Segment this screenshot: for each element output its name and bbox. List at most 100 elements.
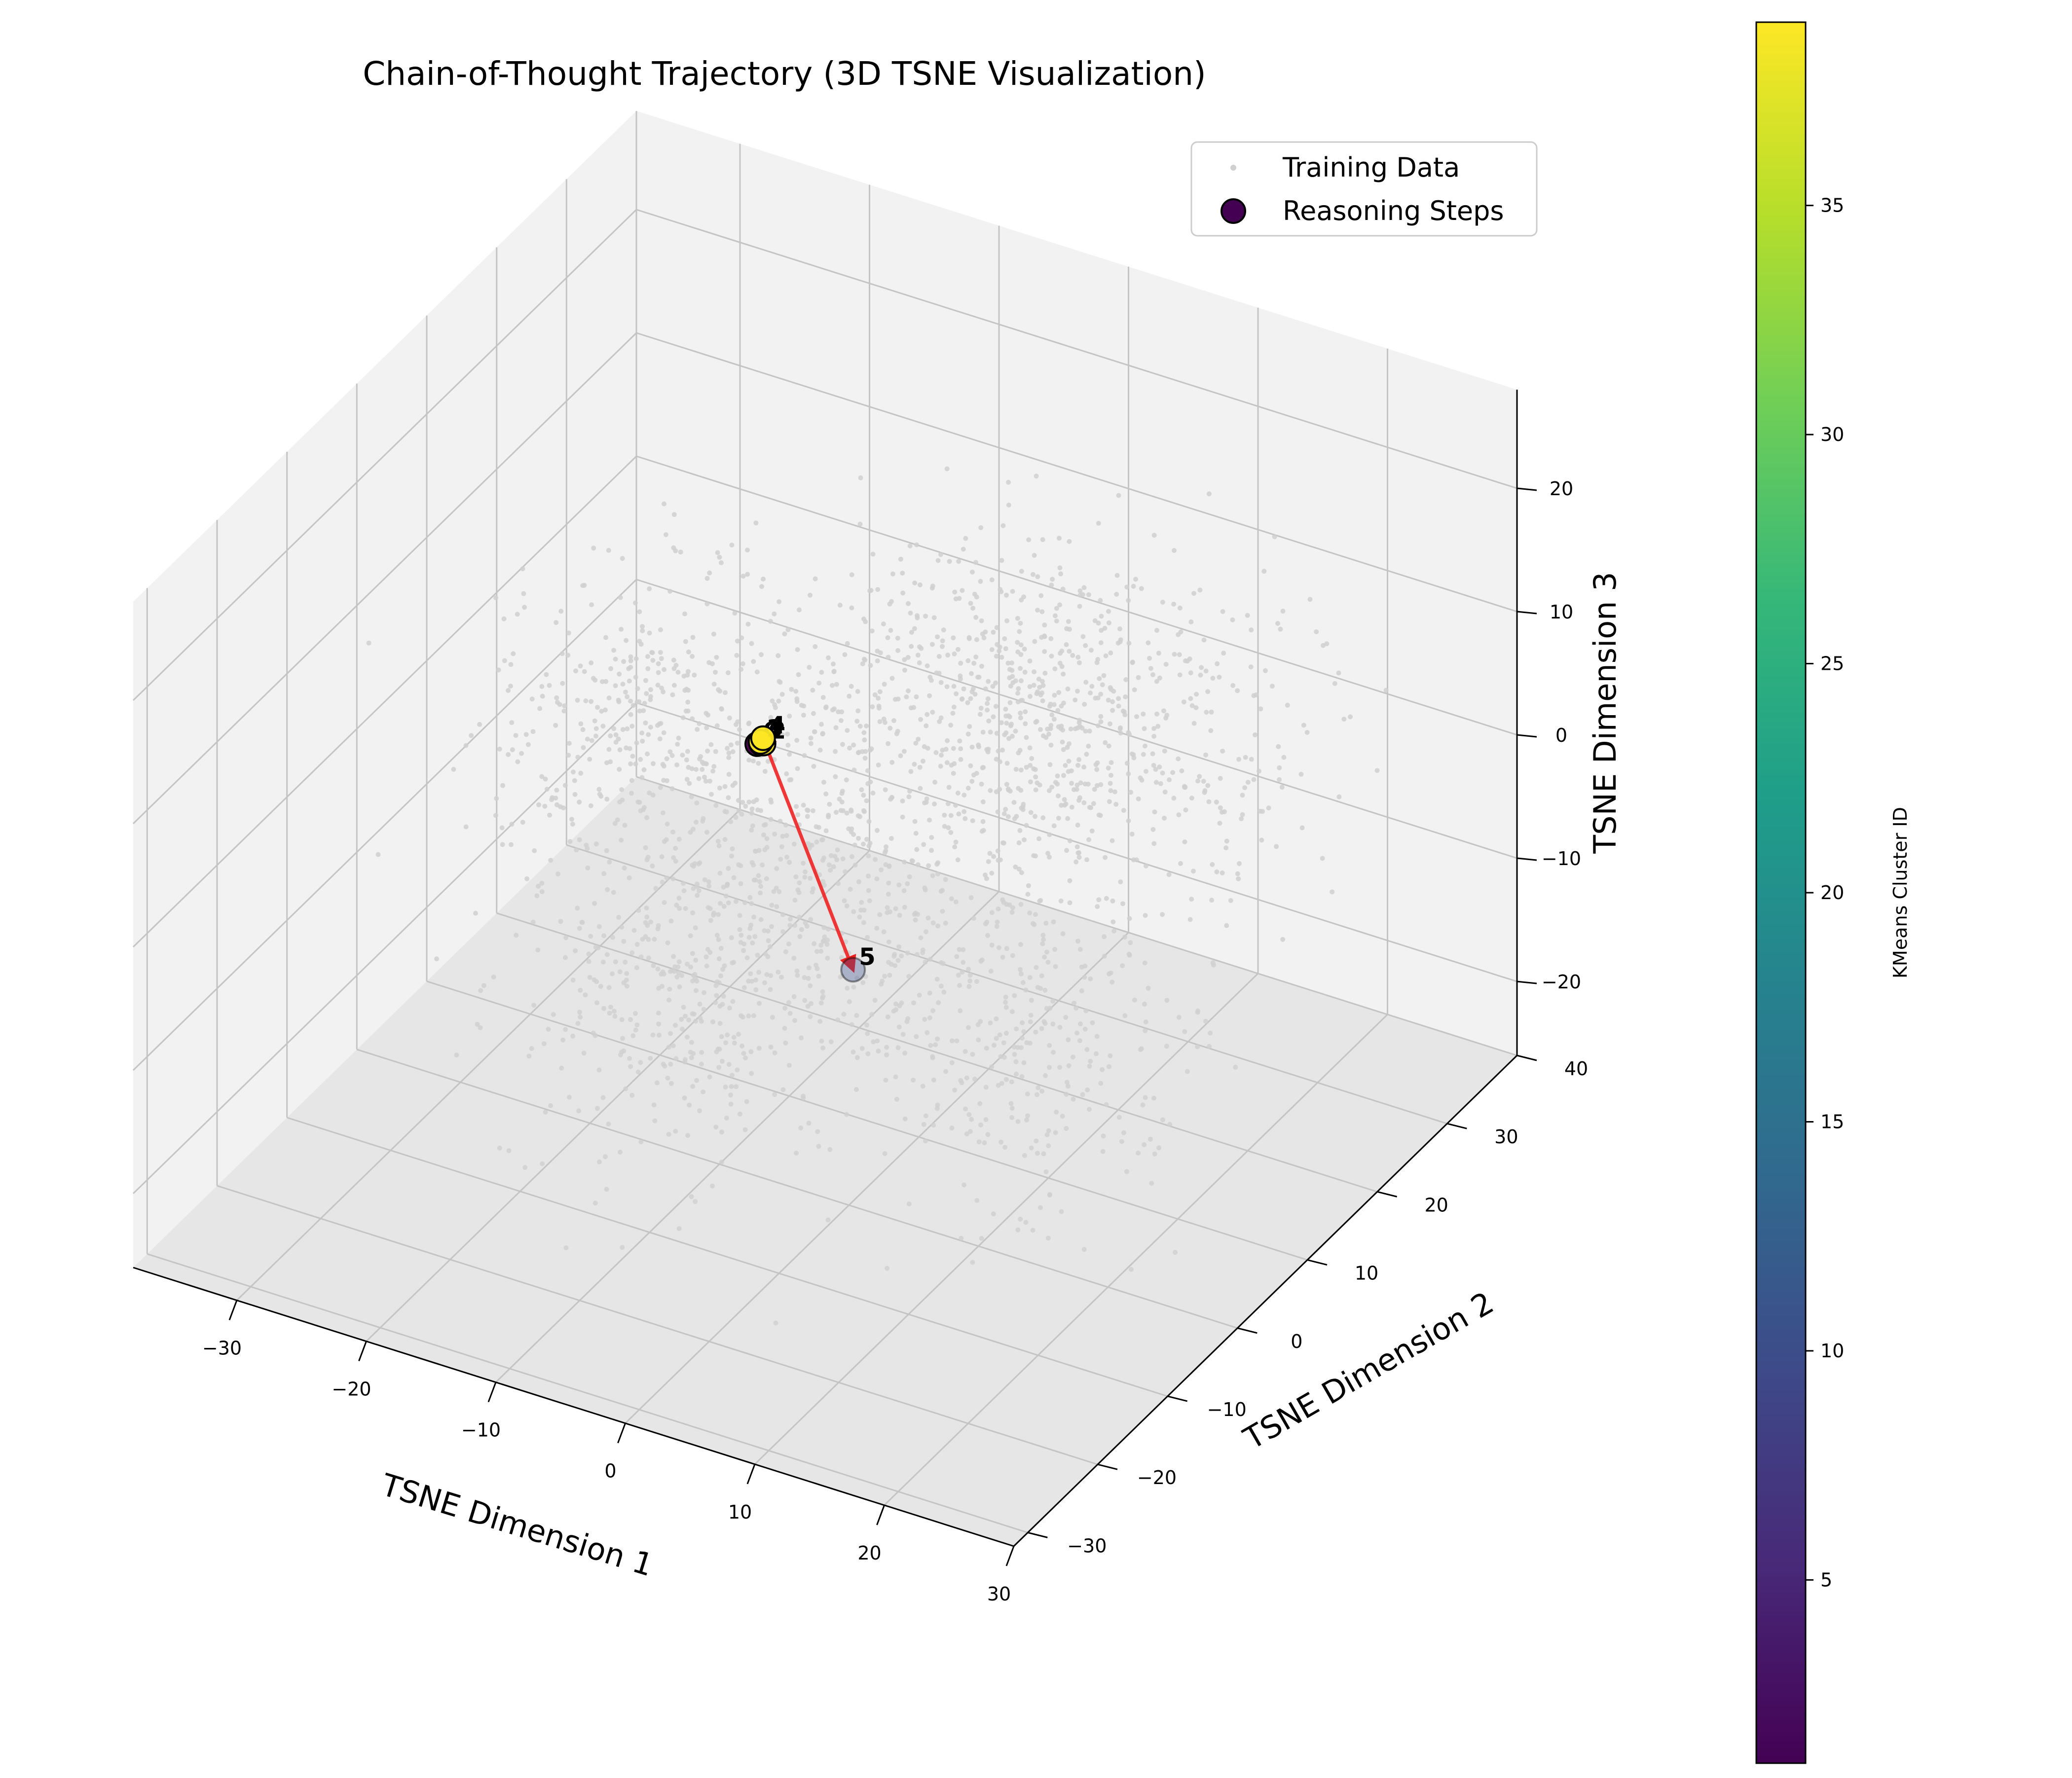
training-point bbox=[692, 673, 697, 678]
training-point bbox=[887, 940, 891, 944]
training-point bbox=[539, 881, 544, 886]
training-point bbox=[1098, 782, 1103, 787]
training-point bbox=[1020, 1020, 1025, 1025]
training-point bbox=[1038, 593, 1043, 598]
training-point bbox=[1067, 1063, 1072, 1068]
training-point bbox=[994, 1036, 999, 1041]
training-point bbox=[968, 763, 973, 768]
training-point bbox=[984, 1046, 989, 1051]
training-point bbox=[1013, 729, 1018, 734]
y-tick-label: 20 bbox=[1424, 1194, 1448, 1216]
training-point bbox=[833, 774, 838, 779]
training-point bbox=[1038, 692, 1043, 697]
training-point bbox=[868, 780, 873, 785]
training-point bbox=[863, 756, 868, 761]
training-point bbox=[979, 1236, 984, 1241]
training-point bbox=[711, 764, 716, 769]
training-point bbox=[802, 875, 807, 880]
training-point bbox=[514, 733, 518, 738]
training-point bbox=[1151, 734, 1156, 739]
training-point bbox=[817, 1019, 822, 1024]
training-point bbox=[621, 682, 626, 687]
training-point bbox=[690, 951, 695, 956]
training-point bbox=[897, 1024, 902, 1029]
training-point bbox=[1126, 771, 1131, 776]
training-point bbox=[1263, 668, 1268, 673]
training-point bbox=[930, 1055, 935, 1060]
training-point bbox=[1086, 837, 1091, 842]
training-point bbox=[801, 803, 806, 808]
training-point bbox=[745, 572, 750, 577]
training-point bbox=[611, 726, 616, 731]
training-point bbox=[673, 1129, 678, 1134]
training-point bbox=[606, 548, 611, 553]
training-point bbox=[869, 1012, 874, 1017]
training-point bbox=[1236, 876, 1241, 881]
training-point bbox=[902, 1051, 907, 1055]
training-point bbox=[621, 727, 626, 732]
training-point bbox=[772, 612, 777, 617]
training-point bbox=[613, 656, 618, 661]
training-point bbox=[676, 736, 681, 741]
training-point bbox=[808, 1014, 813, 1019]
training-point bbox=[898, 557, 903, 562]
training-point bbox=[954, 900, 959, 905]
training-point bbox=[845, 641, 850, 646]
training-point bbox=[776, 699, 781, 704]
training-point bbox=[616, 915, 621, 920]
training-point bbox=[1036, 677, 1041, 682]
training-point bbox=[726, 866, 731, 871]
training-point bbox=[1258, 706, 1263, 711]
training-point bbox=[628, 1017, 633, 1022]
training-point bbox=[919, 935, 924, 940]
training-point bbox=[616, 736, 621, 741]
training-point bbox=[1277, 765, 1282, 770]
training-point bbox=[1136, 1151, 1141, 1156]
training-point bbox=[707, 779, 712, 784]
training-point bbox=[1031, 853, 1036, 858]
training-point bbox=[785, 627, 790, 632]
training-point bbox=[968, 973, 973, 978]
training-point bbox=[1040, 537, 1045, 542]
training-point bbox=[939, 680, 944, 685]
training-point bbox=[1024, 735, 1029, 740]
training-point bbox=[493, 813, 498, 818]
training-point bbox=[839, 709, 844, 714]
training-point bbox=[745, 955, 750, 960]
training-point bbox=[1104, 896, 1109, 901]
training-point bbox=[769, 800, 774, 805]
training-point bbox=[1066, 769, 1071, 774]
training-point bbox=[697, 1108, 702, 1113]
training-point bbox=[894, 731, 899, 736]
training-point bbox=[725, 746, 730, 751]
training-point bbox=[677, 1226, 682, 1231]
training-point bbox=[885, 1266, 889, 1271]
y-tick-label: −20 bbox=[1137, 1467, 1177, 1488]
training-point bbox=[981, 828, 986, 833]
training-point bbox=[983, 872, 988, 877]
training-point bbox=[1091, 801, 1096, 806]
training-point bbox=[886, 881, 891, 886]
training-point bbox=[1088, 805, 1093, 810]
training-point bbox=[1154, 712, 1159, 717]
training-point bbox=[1020, 1036, 1025, 1041]
training-point bbox=[560, 681, 565, 686]
training-point bbox=[1215, 661, 1220, 666]
training-point bbox=[1039, 1089, 1044, 1093]
training-point bbox=[791, 956, 796, 961]
training-point bbox=[607, 695, 612, 700]
training-point bbox=[1182, 699, 1186, 704]
training-point bbox=[985, 708, 990, 713]
training-point bbox=[1239, 816, 1244, 821]
training-point bbox=[493, 595, 498, 600]
training-point bbox=[908, 611, 913, 616]
training-point bbox=[618, 969, 623, 974]
training-point bbox=[943, 877, 948, 882]
training-point bbox=[1055, 773, 1060, 778]
training-point bbox=[735, 741, 740, 746]
training-point bbox=[547, 683, 552, 688]
training-point bbox=[1067, 759, 1072, 763]
training-point bbox=[734, 899, 739, 904]
training-point bbox=[524, 876, 529, 881]
training-point bbox=[1098, 1081, 1103, 1086]
